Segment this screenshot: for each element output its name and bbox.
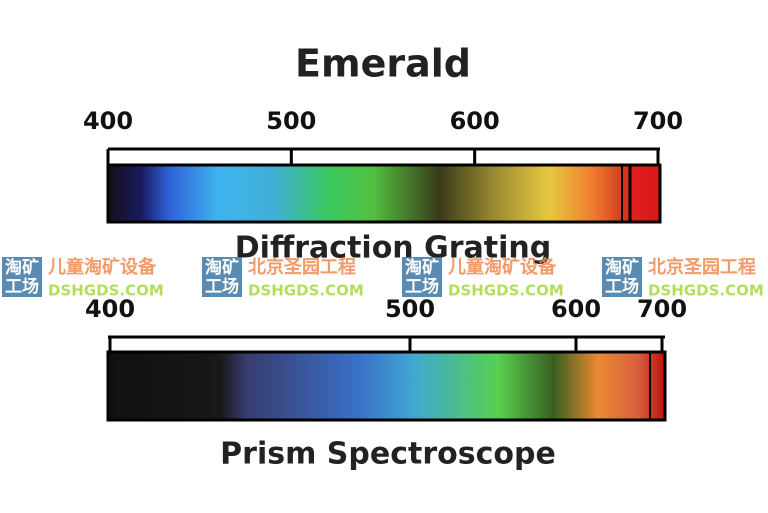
- watermark-logo-text: 工场: [405, 277, 439, 297]
- watermark-url: DSHGDS.COM: [448, 282, 564, 300]
- tick-label: 700: [637, 295, 687, 323]
- watermark-logo-text: 淘矿: [605, 257, 639, 278]
- watermark-url: DSHGDS.COM: [48, 282, 164, 300]
- spectrum-label: Prism Spectroscope: [220, 437, 556, 472]
- watermark-text: 儿童淘矿设备: [447, 256, 557, 278]
- watermark-url: DSHGDS.COM: [648, 282, 764, 300]
- watermark-url: DSHGDS.COM: [248, 282, 364, 300]
- watermark-logo-text: 工场: [205, 277, 239, 297]
- tick-label: 600: [551, 295, 601, 323]
- prism-spectrum: [106, 350, 667, 422]
- watermark-logo-text: 淘矿: [5, 257, 39, 278]
- watermark-logo: [602, 257, 642, 297]
- grating-spectrum: [106, 163, 662, 224]
- watermark-logo-text: 工场: [605, 277, 639, 297]
- title: Emerald: [295, 42, 471, 86]
- tick-label: 500: [266, 107, 316, 135]
- watermark-logo: [402, 257, 442, 297]
- watermark-logo-text: 淘矿: [405, 257, 439, 278]
- tick-label: 700: [633, 107, 683, 135]
- tick-label: 400: [83, 107, 133, 135]
- watermark-logo: [2, 257, 42, 297]
- watermark-logo-text: 工场: [5, 277, 39, 297]
- watermark-logo-text: 淘矿: [205, 257, 239, 278]
- watermark-text: 儿童淘矿设备: [47, 256, 157, 278]
- tick-label: 600: [450, 107, 500, 135]
- watermark-text: 北京圣园工程: [648, 256, 756, 278]
- spectrum-label: Diffraction Grating: [235, 231, 551, 266]
- watermark-text: 北京圣园工程: [248, 256, 356, 278]
- tick-label: 500: [385, 295, 435, 323]
- tick-label: 400: [85, 295, 135, 323]
- watermark-logo: [202, 257, 242, 297]
